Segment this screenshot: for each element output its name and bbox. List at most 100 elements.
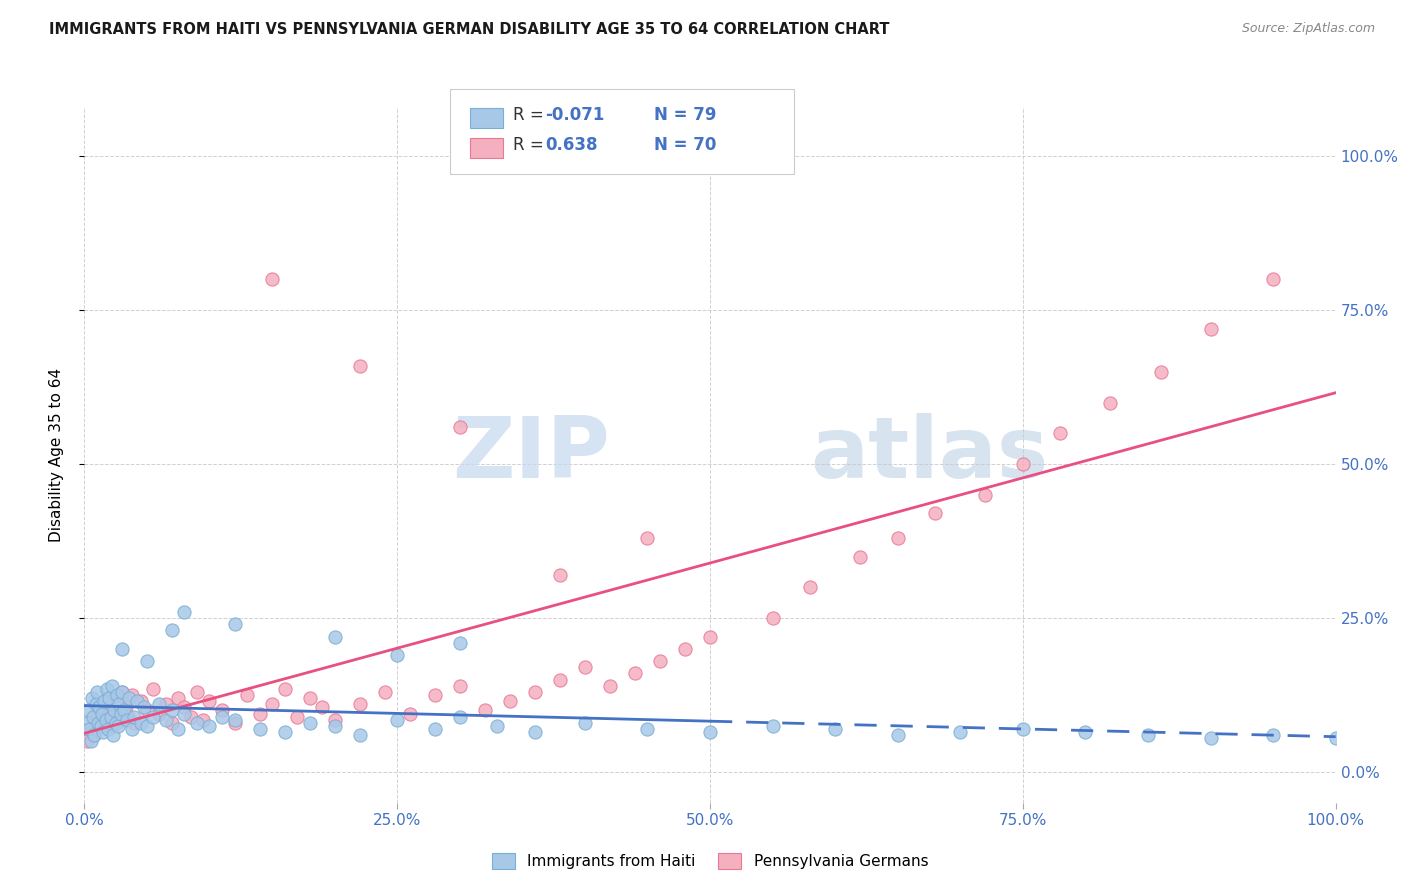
Point xyxy=(249,722,271,736)
Point xyxy=(89,700,111,714)
Point xyxy=(349,359,371,373)
Point xyxy=(105,688,128,702)
Point xyxy=(91,703,114,717)
Point xyxy=(523,685,546,699)
Point xyxy=(83,728,105,742)
Point xyxy=(90,706,112,721)
Point xyxy=(101,679,124,693)
Point xyxy=(637,531,659,545)
Point xyxy=(90,715,112,730)
Point xyxy=(134,700,156,714)
Point xyxy=(624,666,647,681)
Point xyxy=(101,706,124,721)
Point xyxy=(349,698,371,712)
Point xyxy=(186,715,208,730)
Point xyxy=(1012,457,1035,471)
Point xyxy=(76,734,98,748)
Point xyxy=(298,691,321,706)
Text: 0.638: 0.638 xyxy=(546,136,598,154)
Point xyxy=(124,715,146,730)
Point xyxy=(849,549,872,564)
Point xyxy=(79,734,101,748)
Point xyxy=(193,713,215,727)
Point xyxy=(129,715,152,730)
Point xyxy=(198,694,221,708)
Point xyxy=(136,703,159,717)
Point xyxy=(574,660,596,674)
Point xyxy=(311,700,333,714)
Point xyxy=(101,728,124,742)
Point xyxy=(637,722,659,736)
Point xyxy=(115,713,138,727)
Point xyxy=(98,691,121,706)
Point xyxy=(111,641,134,656)
Point xyxy=(285,709,308,723)
Point xyxy=(398,706,420,721)
Point xyxy=(90,719,112,733)
Point xyxy=(167,691,190,706)
Point xyxy=(323,630,346,644)
Point xyxy=(136,654,159,668)
Point xyxy=(1199,731,1222,746)
Point xyxy=(110,706,132,721)
Point xyxy=(83,728,105,742)
Point xyxy=(114,700,136,714)
Text: R =: R = xyxy=(513,136,554,154)
Point xyxy=(499,694,522,708)
Point xyxy=(474,703,496,717)
Point xyxy=(699,630,721,644)
Point xyxy=(148,706,170,721)
Point xyxy=(121,722,143,736)
Point xyxy=(236,688,259,702)
Point xyxy=(86,685,108,699)
Point xyxy=(84,698,107,712)
Point xyxy=(1263,728,1285,742)
Point xyxy=(762,719,785,733)
Point xyxy=(94,713,117,727)
Point xyxy=(211,703,233,717)
Point xyxy=(180,709,202,723)
Point xyxy=(112,703,135,717)
Point xyxy=(262,272,284,286)
Point xyxy=(79,722,101,736)
Point xyxy=(142,681,165,696)
Point xyxy=(449,679,471,693)
Point xyxy=(548,568,571,582)
Point xyxy=(323,713,346,727)
Point xyxy=(824,722,846,736)
Text: -0.071: -0.071 xyxy=(546,106,605,124)
Point xyxy=(949,725,972,739)
Point xyxy=(423,722,446,736)
Point xyxy=(118,691,141,706)
Point xyxy=(93,694,115,708)
Point xyxy=(79,722,101,736)
Point xyxy=(449,636,471,650)
Point xyxy=(887,531,910,545)
Point xyxy=(136,719,159,733)
Point xyxy=(1324,731,1347,746)
Point xyxy=(76,715,98,730)
Point xyxy=(574,715,596,730)
Point xyxy=(96,681,118,696)
Point xyxy=(111,685,134,699)
Point xyxy=(148,698,170,712)
Point xyxy=(385,713,409,727)
Point xyxy=(273,681,295,696)
Point xyxy=(523,725,546,739)
Point xyxy=(599,679,621,693)
Point xyxy=(173,605,195,619)
Point xyxy=(155,713,177,727)
Point xyxy=(799,580,821,594)
Point xyxy=(167,722,190,736)
Point xyxy=(224,715,246,730)
Point xyxy=(423,688,446,702)
Legend: Immigrants from Haiti, Pennsylvania Germans: Immigrants from Haiti, Pennsylvania Germ… xyxy=(486,847,934,875)
Point xyxy=(224,617,246,632)
Point xyxy=(1049,426,1071,441)
Point xyxy=(1149,365,1171,379)
Point xyxy=(160,715,183,730)
Point xyxy=(155,698,177,712)
Text: IMMIGRANTS FROM HAITI VS PENNSYLVANIA GERMAN DISABILITY AGE 35 TO 64 CORRELATION: IMMIGRANTS FROM HAITI VS PENNSYLVANIA GE… xyxy=(49,22,890,37)
Point xyxy=(449,709,471,723)
Point xyxy=(80,691,103,706)
